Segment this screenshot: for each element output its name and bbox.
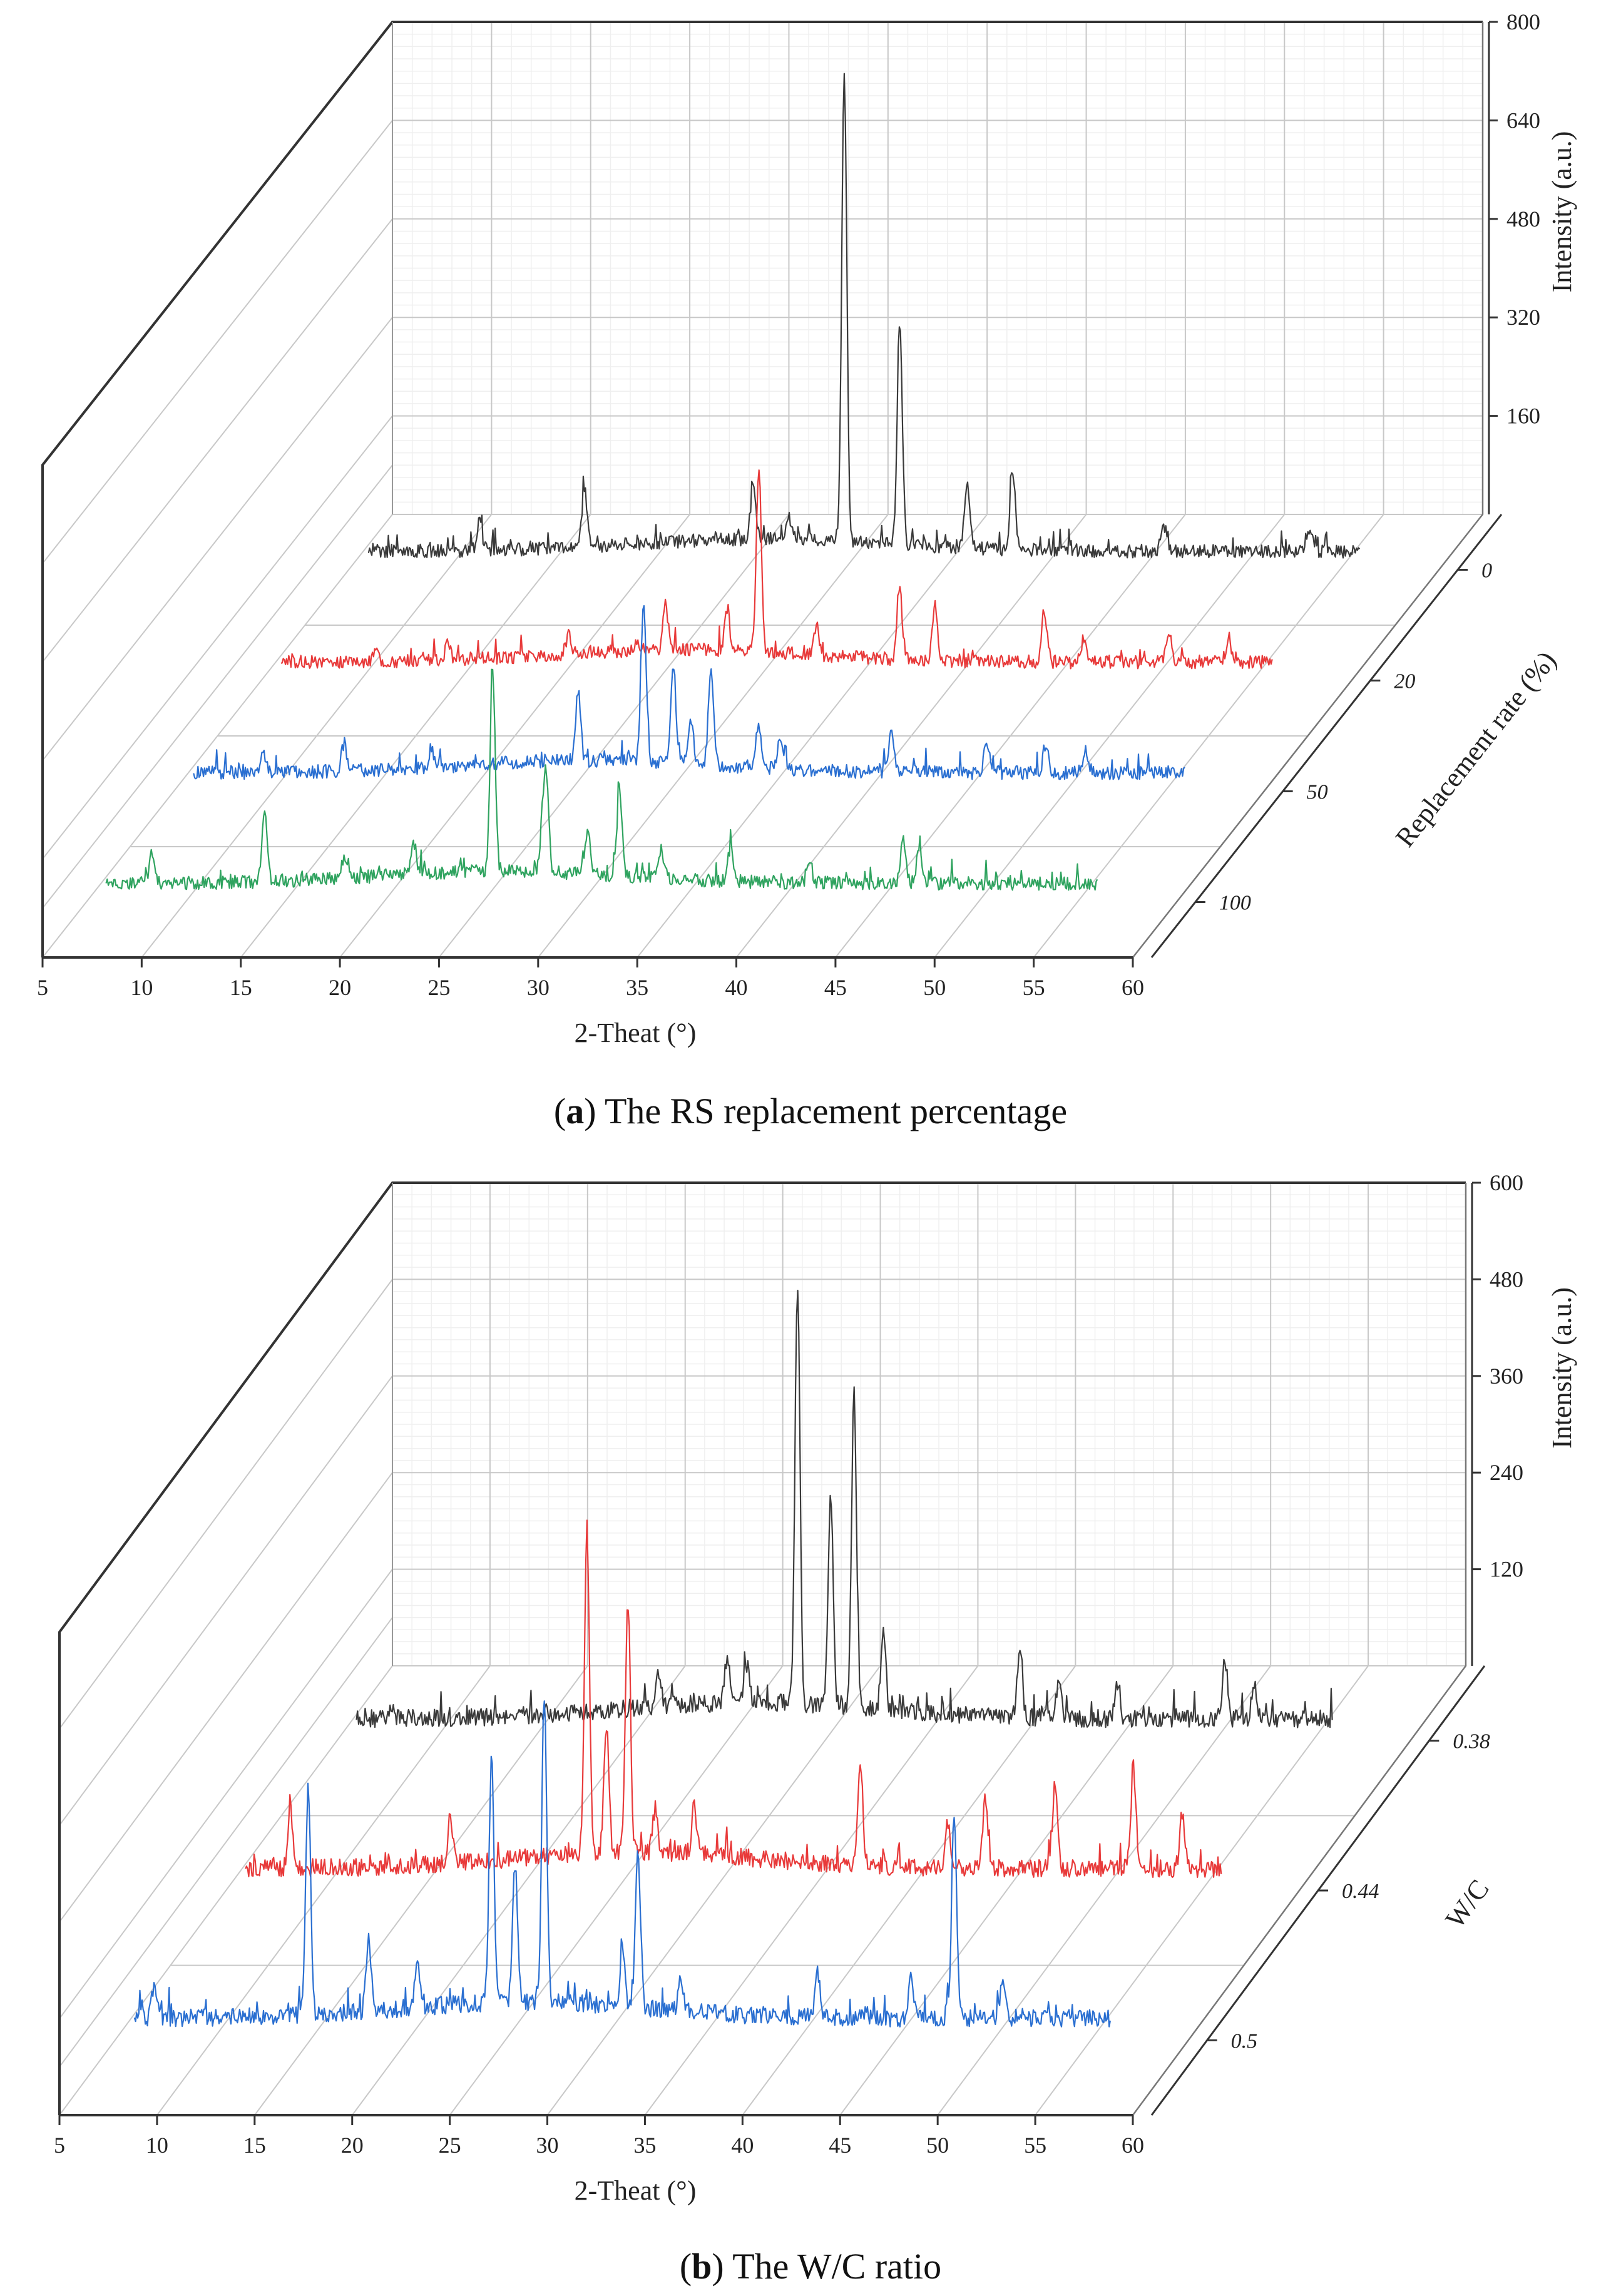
y-tick-label: 240 xyxy=(1490,1460,1523,1485)
caption-b: (b) The W/C ratio xyxy=(0,2245,1621,2287)
chart-a-axes xyxy=(41,21,1503,967)
grid-line xyxy=(59,1375,393,1826)
chart-b-series xyxy=(133,1290,1333,2028)
grid-line xyxy=(839,1665,1174,2116)
x-tick-label: 40 xyxy=(725,975,748,1000)
x-tick-label: 45 xyxy=(824,975,847,1000)
grid-line xyxy=(1035,1665,1369,2116)
x-tick-label: 60 xyxy=(1122,2133,1144,2158)
x-tick-label: 20 xyxy=(329,975,351,1000)
series-line-b-0_44 xyxy=(245,1519,1222,1879)
caption-a-letter: a xyxy=(566,1091,585,1131)
chart-a-series xyxy=(105,73,1361,891)
series-line-a-100 xyxy=(105,668,1098,891)
grid-line xyxy=(42,415,393,860)
chart-b-labels: 5 10 15 20 25 30 35 40 45 50 55 60 2-Theat (°) 120 240… xyxy=(54,1170,1577,2206)
chart-b-axes xyxy=(58,1181,1486,2125)
y-tick-label: 800 xyxy=(1506,9,1540,34)
z-tick-label: 100 xyxy=(1219,892,1251,915)
x-tick-label: 15 xyxy=(230,975,252,1000)
x-tick-label: 50 xyxy=(926,2133,949,2158)
caption-b-text: The W/C ratio xyxy=(724,2246,942,2287)
x-tick-label: 30 xyxy=(527,975,550,1000)
z-axis-label: W/C xyxy=(1439,1874,1495,1934)
chart-panel-b: 5 10 15 20 25 30 35 40 45 50 55 60 2-Theat (°) 120 240… xyxy=(54,1170,1577,2206)
y-axis-label: Intensity (a.u.) xyxy=(1547,131,1577,293)
axis-frame xyxy=(58,1181,1466,2115)
x-tick-label: 20 xyxy=(341,2133,364,2158)
x-tick-label: 50 xyxy=(923,975,946,1000)
z-axis-line xyxy=(1150,514,1503,958)
series-line-b-0_5 xyxy=(133,1700,1111,2028)
x-axis-label: 2-Theat (°) xyxy=(575,1018,697,1048)
x-axis-label: 2-Theat (°) xyxy=(575,2175,697,2206)
grid-line xyxy=(546,1665,881,2116)
grid-line xyxy=(644,1665,979,2116)
y-tick-label: 360 xyxy=(1490,1364,1523,1389)
z-tick-label: 0 xyxy=(1481,559,1492,583)
x-tick-label: 60 xyxy=(1122,975,1144,1000)
y-tick-label: 480 xyxy=(1490,1267,1523,1292)
y-tick-label: 120 xyxy=(1490,1557,1523,1582)
grid-line xyxy=(59,1472,393,1922)
x-tick-label: 35 xyxy=(626,975,648,1000)
y-axis-label: Intensity (a.u.) xyxy=(1547,1287,1577,1449)
grid-line xyxy=(449,1665,784,2116)
x-tick-label: 25 xyxy=(439,2133,461,2158)
axis-frame xyxy=(41,21,1483,957)
z-tick-label: 0.5 xyxy=(1231,2029,1258,2053)
grid-line xyxy=(59,1665,393,2116)
x-tick-label: 45 xyxy=(829,2133,851,2158)
y-tick-label: 640 xyxy=(1506,108,1540,133)
y-tick-label: 320 xyxy=(1506,305,1540,330)
series-line-b-0_38 xyxy=(355,1290,1333,1728)
grid-line xyxy=(59,1617,393,2068)
z-tick-label: 50 xyxy=(1307,781,1328,804)
x-tick-label: 55 xyxy=(1023,975,1045,1000)
series-line-a-0 xyxy=(367,73,1361,559)
y-tick-label: 480 xyxy=(1506,207,1540,232)
grid-line xyxy=(937,1665,1271,2116)
caption-a: (a) The RS replacement percentage xyxy=(0,1090,1621,1132)
grid-line xyxy=(42,120,393,564)
x-tick-label: 35 xyxy=(633,2133,656,2158)
grid-line xyxy=(42,218,393,663)
x-tick-label: 5 xyxy=(37,975,48,1000)
x-tick-label: 10 xyxy=(146,2133,168,2158)
grid-line xyxy=(351,1665,686,2116)
grid-line xyxy=(254,1665,588,2116)
grid-line xyxy=(42,317,393,761)
z-axis-label: Replacement rate (%) xyxy=(1389,645,1562,852)
grid-line xyxy=(59,1278,393,1729)
grid-line xyxy=(59,1569,393,2019)
y-tick-label: 160 xyxy=(1506,404,1540,429)
grid-line xyxy=(742,1665,1076,2116)
z-tick-label: 20 xyxy=(1394,670,1415,693)
caption-b-close: ) xyxy=(712,2246,724,2287)
grid-line xyxy=(156,1665,491,2116)
caption-a-close: ) xyxy=(584,1091,596,1131)
z-tick-label: 0.44 xyxy=(1342,1880,1379,1903)
x-tick-label: 15 xyxy=(243,2133,266,2158)
series-line-a-50 xyxy=(193,605,1185,780)
caption-b-letter: b xyxy=(692,2246,712,2287)
y-tick-label: 600 xyxy=(1490,1170,1523,1195)
caption-a-text: The RS replacement percentage xyxy=(596,1091,1068,1131)
x-tick-label: 25 xyxy=(427,975,450,1000)
chart-panel-a: 5 10 15 20 25 30 35 40 45 50 55 60 2-Theat (°) 160 320… xyxy=(37,9,1577,1048)
series-line-a-20 xyxy=(280,469,1273,670)
x-tick-label: 5 xyxy=(54,2133,65,2158)
x-tick-label: 40 xyxy=(731,2133,754,2158)
x-tick-label: 30 xyxy=(536,2133,559,2158)
chart-a-labels: 5 10 15 20 25 30 35 40 45 50 55 60 2-Theat (°) 160 320… xyxy=(37,9,1577,1048)
x-tick-label: 55 xyxy=(1024,2133,1046,2158)
caption-a-open: ( xyxy=(553,1091,566,1131)
z-tick-label: 0.38 xyxy=(1453,1730,1490,1753)
caption-b-open: ( xyxy=(679,2246,692,2287)
grid-line xyxy=(42,464,393,909)
x-tick-label: 10 xyxy=(130,975,153,1000)
